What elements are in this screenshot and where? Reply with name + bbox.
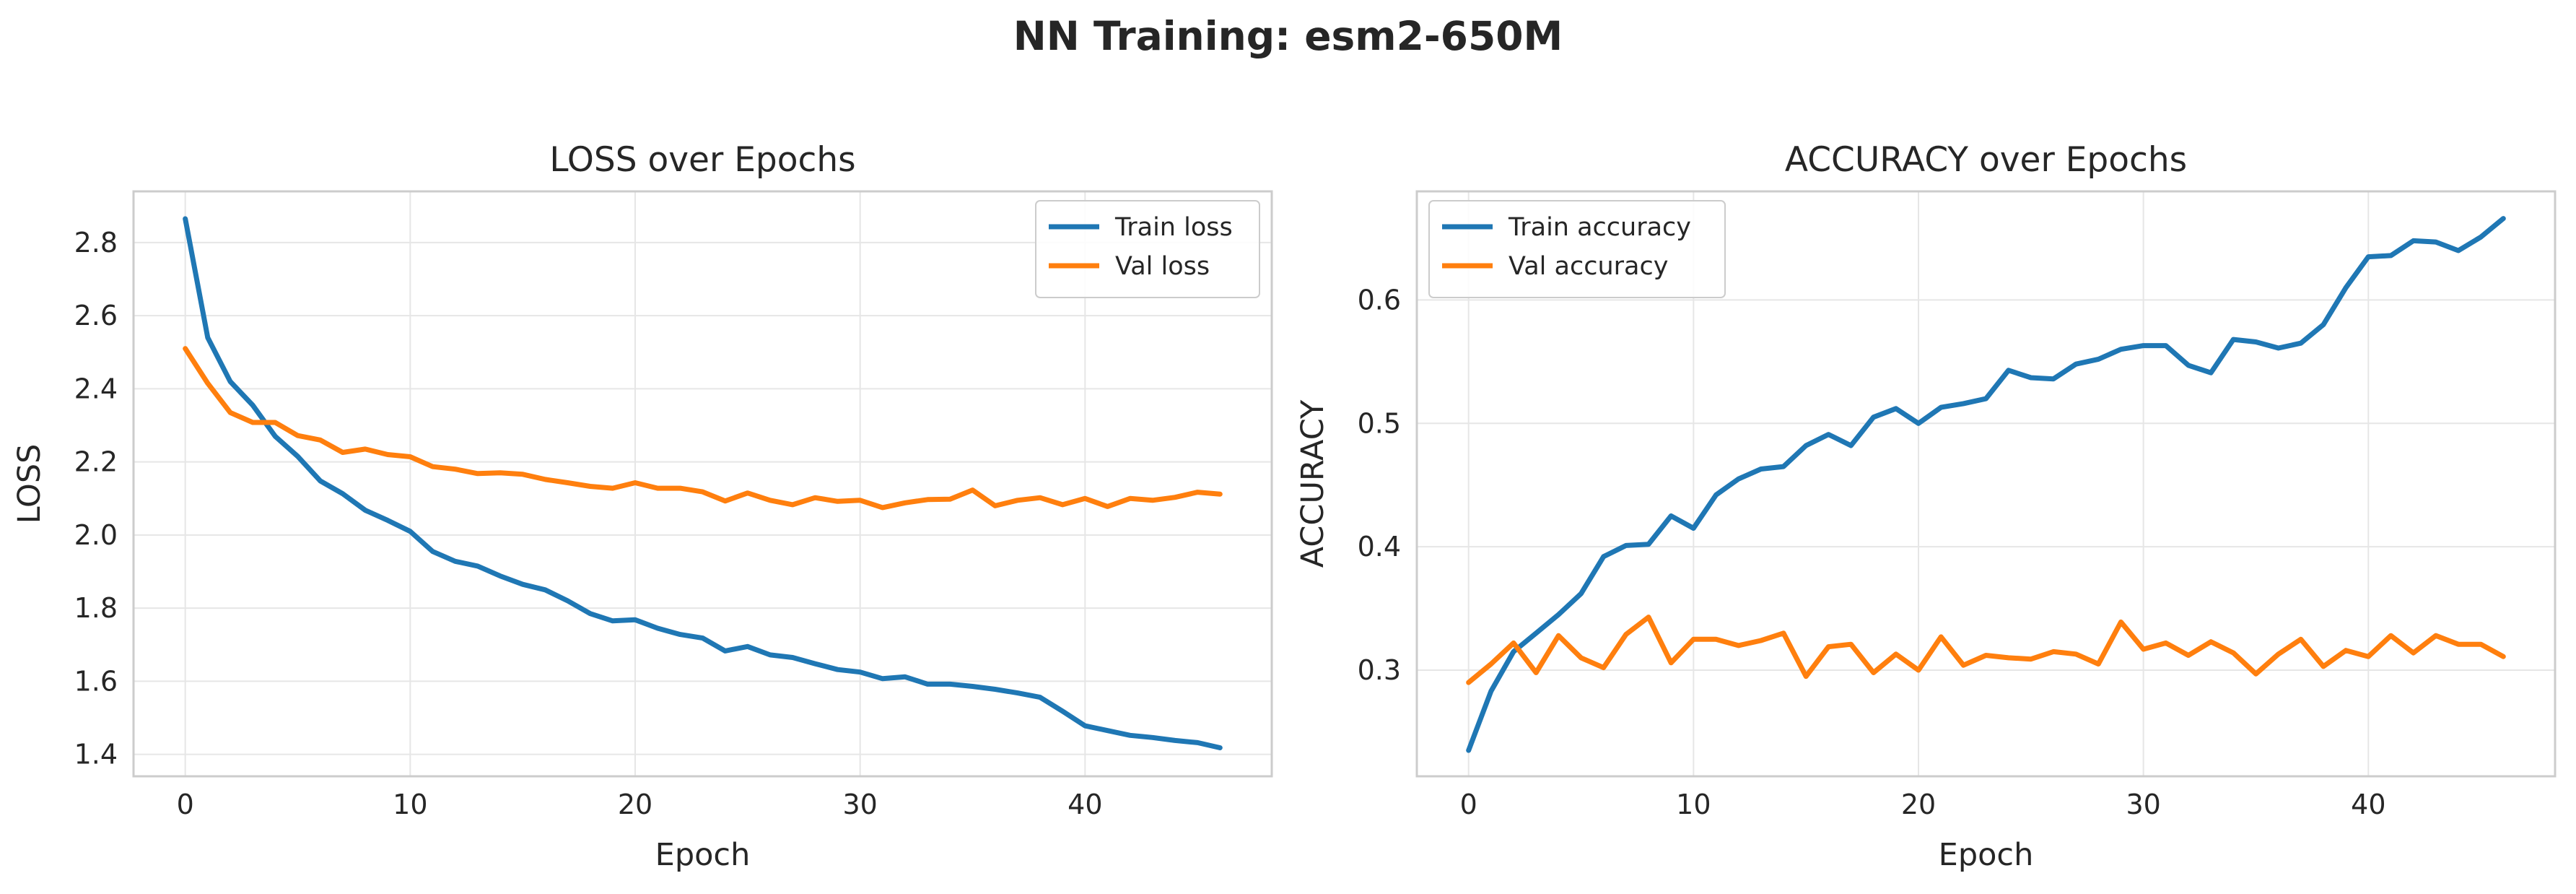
chart-title: ACCURACY over Epochs xyxy=(1785,140,2187,180)
y-tick-label: 2.8 xyxy=(74,227,118,259)
x-tick-label: 30 xyxy=(842,789,877,820)
legend-box xyxy=(1428,200,1726,298)
legend-label: Val accuracy xyxy=(1509,252,1668,281)
x-tick-label: 20 xyxy=(1901,789,1936,820)
x-tick-label: 0 xyxy=(177,789,194,820)
y-tick-label: 0.4 xyxy=(1358,531,1401,563)
y-tick-label: 0.5 xyxy=(1358,407,1401,439)
legend-label: Train accuracy xyxy=(1508,213,1691,242)
plot-frame xyxy=(132,190,1273,778)
y-tick-label: 1.6 xyxy=(74,665,118,697)
y-tick-label: 2.4 xyxy=(74,373,118,404)
y-axis-label: LOSS xyxy=(12,444,48,524)
legend: Train loss Val loss xyxy=(1035,200,1260,298)
x-tick-label: 40 xyxy=(1067,789,1102,820)
y-tick-label: 2.2 xyxy=(74,446,118,478)
x-tick-label: 10 xyxy=(393,789,427,820)
legend: Train accuracy Val accuracy xyxy=(1428,200,1726,298)
y-tick-label: 0.6 xyxy=(1358,284,1401,316)
x-tick-label: 20 xyxy=(618,789,652,820)
y-axis-label: ACCURACY xyxy=(1295,399,1331,568)
series-line xyxy=(1466,216,2506,753)
series-line xyxy=(183,346,1223,511)
y-tick-label: 1.4 xyxy=(74,739,118,771)
legend-label: Val loss xyxy=(1115,252,1210,281)
x-tick-label: 10 xyxy=(1676,789,1711,820)
x-tick-label: 40 xyxy=(2351,789,2385,820)
y-tick-label: 1.8 xyxy=(74,592,118,624)
x-tick-label: 30 xyxy=(2126,789,2160,820)
y-tick-label: 0.3 xyxy=(1358,654,1401,686)
legend-label: Train loss xyxy=(1114,213,1233,242)
x-axis-label: Epoch xyxy=(655,837,751,873)
plot-frame xyxy=(1415,190,2557,778)
x-tick-label: 0 xyxy=(1460,789,1477,820)
y-tick-label: 2.0 xyxy=(74,519,118,551)
figure-title: NN Training: esm2-650M xyxy=(1013,13,1563,59)
series-line xyxy=(183,216,1223,750)
y-tick-label: 2.6 xyxy=(74,300,118,331)
accuracy-chart: 0 10 20 30 40 0.3 0.4 0.5 0.6 Epoch ACCURACY ACCURA… xyxy=(1295,140,2557,873)
chart-title: LOSS over Epochs xyxy=(549,140,855,180)
series-line xyxy=(1466,615,2506,685)
x-axis-label: Epoch xyxy=(1939,837,2034,873)
loss-chart: 0 10 20 30 40 1.4 1.6 1.8 2.0 2.2 2.4 2.6 2.8 Epoch LO… xyxy=(12,140,1273,873)
